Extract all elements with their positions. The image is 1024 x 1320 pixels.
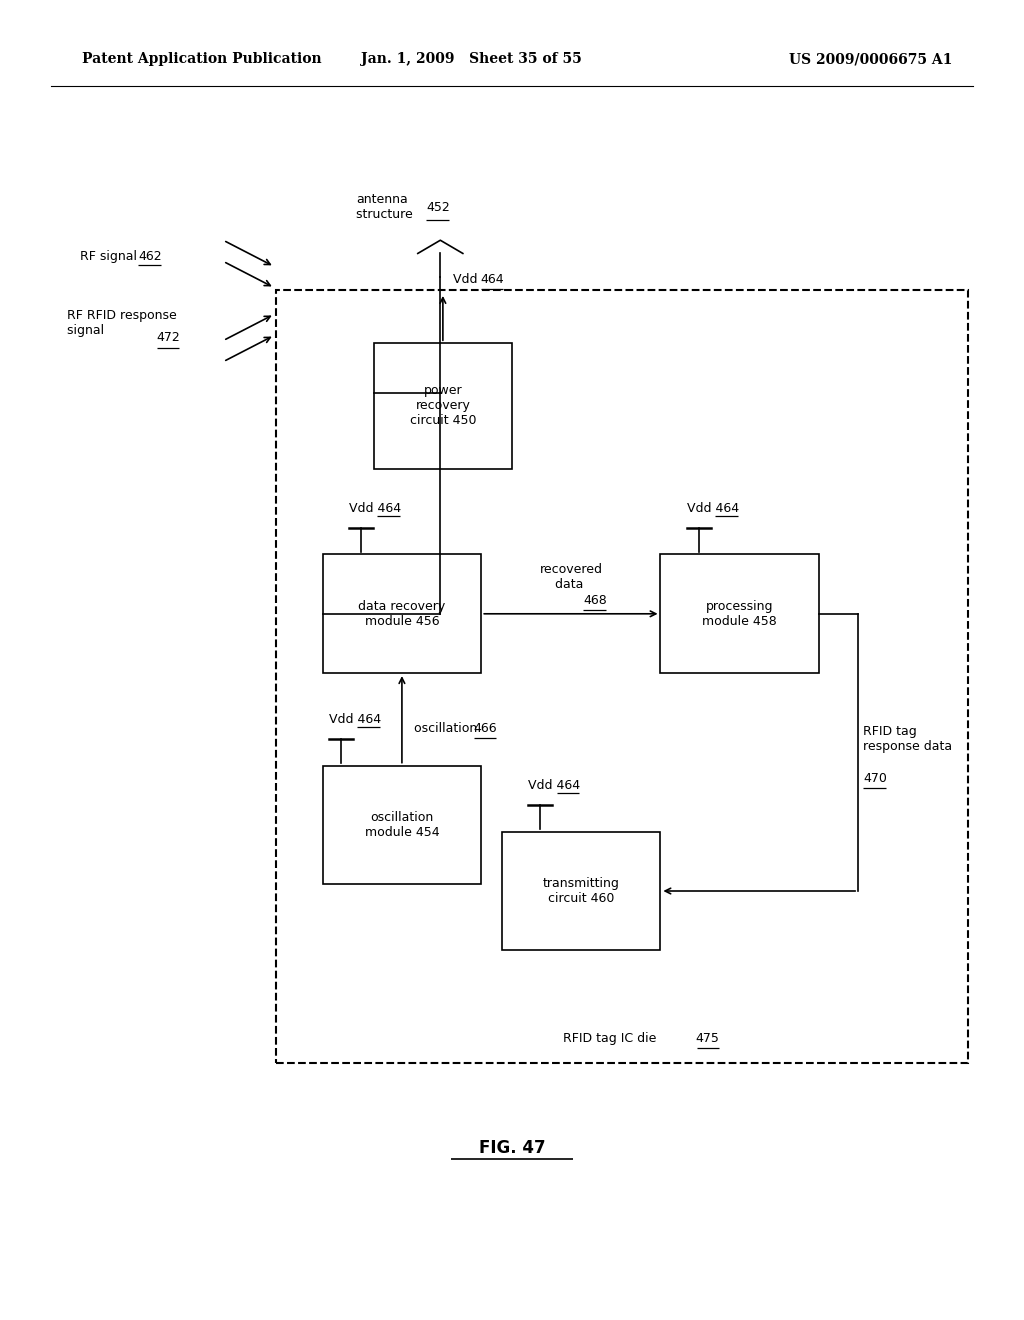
Text: recovered
data: recovered data xyxy=(540,562,602,591)
Text: RF RFID response
signal: RF RFID response signal xyxy=(67,309,176,338)
Text: RF signal: RF signal xyxy=(80,249,141,263)
Text: processing
module 458: processing module 458 xyxy=(702,599,777,628)
Text: 475: 475 xyxy=(696,1032,720,1045)
Text: 464: 464 xyxy=(481,273,505,286)
Text: Vdd: Vdd xyxy=(453,273,481,286)
Text: Patent Application Publication: Patent Application Publication xyxy=(82,53,322,66)
Text: oscillation
module 454: oscillation module 454 xyxy=(365,810,439,840)
Text: US 2009/0006675 A1: US 2009/0006675 A1 xyxy=(788,53,952,66)
Text: 472: 472 xyxy=(157,331,180,345)
Text: transmitting
circuit 460: transmitting circuit 460 xyxy=(543,876,620,906)
Text: RFID tag IC die: RFID tag IC die xyxy=(563,1032,660,1045)
FancyBboxPatch shape xyxy=(660,554,819,673)
Text: FIG. 47: FIG. 47 xyxy=(478,1139,546,1158)
FancyBboxPatch shape xyxy=(323,554,481,673)
Text: antenna
structure: antenna structure xyxy=(356,193,417,222)
Text: Vdd 464: Vdd 464 xyxy=(348,502,400,515)
Text: oscillation: oscillation xyxy=(414,722,481,735)
Text: Vdd 464: Vdd 464 xyxy=(329,713,381,726)
Text: power
recovery
circuit 450: power recovery circuit 450 xyxy=(410,384,476,428)
Text: 452: 452 xyxy=(426,201,450,214)
Text: Vdd 464: Vdd 464 xyxy=(528,779,580,792)
FancyBboxPatch shape xyxy=(323,766,481,884)
Text: RFID tag
response data: RFID tag response data xyxy=(863,725,956,754)
Text: 462: 462 xyxy=(138,249,162,263)
Text: Jan. 1, 2009   Sheet 35 of 55: Jan. 1, 2009 Sheet 35 of 55 xyxy=(360,53,582,66)
Text: Vdd 464: Vdd 464 xyxy=(686,502,738,515)
FancyBboxPatch shape xyxy=(502,832,660,950)
Text: 470: 470 xyxy=(863,772,887,785)
Text: 468: 468 xyxy=(584,594,607,607)
Text: 466: 466 xyxy=(473,722,498,735)
Text: data recovery
module 456: data recovery module 456 xyxy=(358,599,445,628)
FancyBboxPatch shape xyxy=(374,343,512,469)
